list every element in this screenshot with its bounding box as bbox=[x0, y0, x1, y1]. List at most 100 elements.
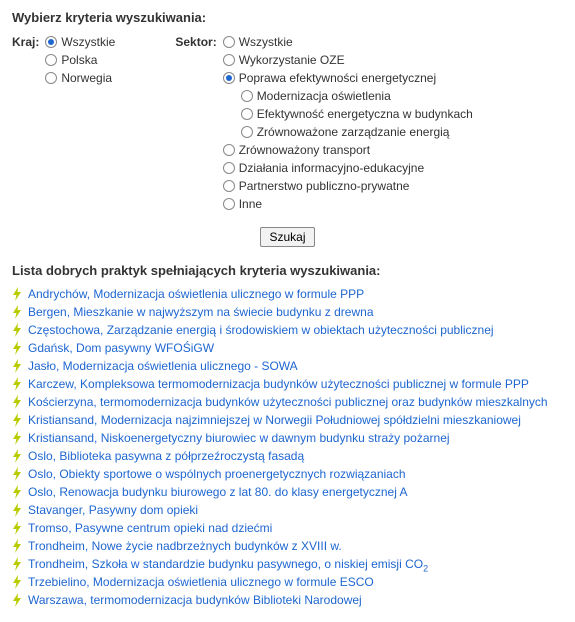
sektor-option-label: Wszystkie bbox=[239, 33, 293, 51]
result-link[interactable]: Oslo, Obiekty sportowe o wspólnych proen… bbox=[28, 466, 406, 483]
sektor-label: Sektor: bbox=[175, 33, 216, 49]
sektor-options: WszystkieWykorzystanie OZEPoprawa efekty… bbox=[223, 33, 473, 213]
result-item: Gdańsk, Dom pasywny WFOŚiGW bbox=[12, 340, 563, 357]
result-item: Tromso, Pasywne centrum opieki nad dzieć… bbox=[12, 520, 563, 537]
bolt-icon bbox=[12, 593, 22, 607]
sektor-option-label: Zrównoważone zarządzanie energią bbox=[257, 123, 450, 141]
kraj-option[interactable]: Polska bbox=[45, 51, 115, 69]
radio-icon[interactable] bbox=[223, 162, 235, 174]
radio-icon[interactable] bbox=[223, 198, 235, 210]
kraj-column: Kraj: WszystkiePolskaNorwegia bbox=[12, 33, 115, 87]
radio-icon[interactable] bbox=[241, 90, 253, 102]
sektor-column: Sektor: WszystkieWykorzystanie OZEPopraw… bbox=[175, 33, 472, 213]
radio-icon[interactable] bbox=[241, 126, 253, 138]
radio-icon[interactable] bbox=[223, 72, 235, 84]
sektor-option[interactable]: Zrównoważone zarządzanie energią bbox=[223, 123, 473, 141]
radio-icon[interactable] bbox=[223, 54, 235, 66]
bolt-icon bbox=[12, 557, 22, 571]
result-item: Bergen, Mieszkanie w najwyższym na świec… bbox=[12, 304, 563, 321]
result-item: Trzebielino, Modernizacja oświetlenia ul… bbox=[12, 574, 563, 591]
sektor-option[interactable]: Działania informacyjno-edukacyjne bbox=[223, 159, 473, 177]
sektor-option[interactable]: Modernizacja oświetlenia bbox=[223, 87, 473, 105]
results-list: Andrychów, Modernizacja oświetlenia ulic… bbox=[12, 286, 563, 609]
result-link[interactable]: Trzebielino, Modernizacja oświetlenia ul… bbox=[28, 574, 374, 591]
search-row: Szukaj bbox=[12, 227, 563, 247]
bolt-icon bbox=[12, 575, 22, 589]
result-item: Trondheim, Szkoła w standardzie budynku … bbox=[12, 556, 563, 573]
result-link[interactable]: Częstochowa, Zarządzanie energią i środo… bbox=[28, 322, 494, 339]
result-link[interactable]: Trondheim, Szkoła w standardzie budynku … bbox=[28, 556, 428, 573]
result-link[interactable]: Kristiansand, Niskoenergetyczny biurowie… bbox=[28, 430, 450, 447]
radio-icon[interactable] bbox=[223, 180, 235, 192]
bolt-icon bbox=[12, 485, 22, 499]
result-link[interactable]: Andrychów, Modernizacja oświetlenia ulic… bbox=[28, 286, 364, 303]
sektor-option-label: Zrównoważony transport bbox=[239, 141, 370, 159]
result-item: Andrychów, Modernizacja oświetlenia ulic… bbox=[12, 286, 563, 303]
result-item: Kościerzyna, termomodernizacja budynków … bbox=[12, 394, 563, 411]
bolt-icon bbox=[12, 503, 22, 517]
sektor-option[interactable]: Wykorzystanie OZE bbox=[223, 51, 473, 69]
result-link[interactable]: Stavanger, Pasywny dom opieki bbox=[28, 502, 198, 519]
sektor-option-label: Partnerstwo publiczno-prywatne bbox=[239, 177, 410, 195]
search-button[interactable]: Szukaj bbox=[260, 227, 314, 247]
result-item: Częstochowa, Zarządzanie energią i środo… bbox=[12, 322, 563, 339]
kraj-option[interactable]: Wszystkie bbox=[45, 33, 115, 51]
result-link[interactable]: Trondheim, Nowe życie nadbrzeżnych budyn… bbox=[28, 538, 342, 555]
criteria-heading: Wybierz kryteria wyszukiwania: bbox=[12, 10, 563, 25]
sektor-option[interactable]: Poprawa efektywności energetycznej bbox=[223, 69, 473, 87]
result-link[interactable]: Oslo, Renowacja budynku biurowego z lat … bbox=[28, 484, 408, 501]
result-link[interactable]: Warszawa, termomodernizacja budynków Bib… bbox=[28, 592, 362, 609]
radio-icon[interactable] bbox=[45, 36, 57, 48]
sektor-option-label: Inne bbox=[239, 195, 262, 213]
result-item: Warszawa, termomodernizacja budynków Bib… bbox=[12, 592, 563, 609]
sektor-option[interactable]: Efektywność energetyczna w budynkach bbox=[223, 105, 473, 123]
bolt-icon bbox=[12, 431, 22, 445]
result-link[interactable]: Bergen, Mieszkanie w najwyższym na świec… bbox=[28, 304, 374, 321]
sektor-option-label: Poprawa efektywności energetycznej bbox=[239, 69, 436, 87]
result-link[interactable]: Kościerzyna, termomodernizacja budynków … bbox=[28, 394, 548, 411]
result-link[interactable]: Gdańsk, Dom pasywny WFOŚiGW bbox=[28, 340, 214, 357]
sektor-option-label: Efektywność energetyczna w budynkach bbox=[257, 105, 473, 123]
bolt-icon bbox=[12, 467, 22, 481]
kraj-option-label: Polska bbox=[61, 51, 97, 69]
bolt-icon bbox=[12, 377, 22, 391]
bolt-icon bbox=[12, 323, 22, 337]
bolt-icon bbox=[12, 521, 22, 535]
result-item: Kristiansand, Niskoenergetyczny biurowie… bbox=[12, 430, 563, 447]
bolt-icon bbox=[12, 539, 22, 553]
sektor-option[interactable]: Partnerstwo publiczno-prywatne bbox=[223, 177, 473, 195]
result-item: Stavanger, Pasywny dom opieki bbox=[12, 502, 563, 519]
radio-icon[interactable] bbox=[45, 54, 57, 66]
result-link[interactable]: Jasło, Modernizacja oświetlenia uliczneg… bbox=[28, 358, 298, 375]
result-link[interactable]: Oslo, Biblioteka pasywna z półprzeźroczy… bbox=[28, 448, 304, 465]
result-link[interactable]: Tromso, Pasywne centrum opieki nad dzieć… bbox=[28, 520, 272, 537]
bolt-icon bbox=[12, 305, 22, 319]
radio-icon[interactable] bbox=[223, 36, 235, 48]
result-item: Kristiansand, Modernizacja najzimniejsze… bbox=[12, 412, 563, 429]
result-item: Oslo, Renowacja budynku biurowego z lat … bbox=[12, 484, 563, 501]
result-item: Jasło, Modernizacja oświetlenia uliczneg… bbox=[12, 358, 563, 375]
sektor-option[interactable]: Wszystkie bbox=[223, 33, 473, 51]
radio-icon[interactable] bbox=[45, 72, 57, 84]
result-link[interactable]: Karczew, Kompleksowa termomodernizacja b… bbox=[28, 376, 529, 393]
bolt-icon bbox=[12, 449, 22, 463]
kraj-label: Kraj: bbox=[12, 33, 39, 49]
kraj-options: WszystkiePolskaNorwegia bbox=[45, 33, 115, 87]
sektor-option[interactable]: Inne bbox=[223, 195, 473, 213]
sektor-option[interactable]: Zrównoważony transport bbox=[223, 141, 473, 159]
criteria-row: Kraj: WszystkiePolskaNorwegia Sektor: Ws… bbox=[12, 33, 563, 213]
result-item: Oslo, Biblioteka pasywna z półprzeźroczy… bbox=[12, 448, 563, 465]
results-heading: Lista dobrych praktyk spełniających kryt… bbox=[12, 263, 563, 278]
kraj-option-label: Wszystkie bbox=[61, 33, 115, 51]
result-item: Trondheim, Nowe życie nadbrzeżnych budyn… bbox=[12, 538, 563, 555]
radio-icon[interactable] bbox=[223, 144, 235, 156]
sektor-option-label: Wykorzystanie OZE bbox=[239, 51, 345, 69]
bolt-icon bbox=[12, 395, 22, 409]
sektor-option-label: Modernizacja oświetlenia bbox=[257, 87, 391, 105]
radio-icon[interactable] bbox=[241, 108, 253, 120]
sektor-option-label: Działania informacyjno-edukacyjne bbox=[239, 159, 424, 177]
kraj-option[interactable]: Norwegia bbox=[45, 69, 115, 87]
results-list-container: Andrychów, Modernizacja oświetlenia ulic… bbox=[12, 286, 563, 609]
result-link[interactable]: Kristiansand, Modernizacja najzimniejsze… bbox=[28, 412, 521, 429]
result-item: Oslo, Obiekty sportowe o wspólnych proen… bbox=[12, 466, 563, 483]
